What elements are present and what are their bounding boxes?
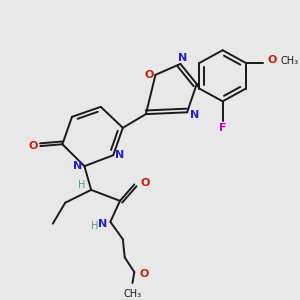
Text: H: H — [91, 221, 99, 231]
Text: O: O — [29, 141, 38, 151]
Text: N: N — [115, 150, 124, 160]
Text: N: N — [98, 219, 107, 229]
Text: CH₃: CH₃ — [280, 56, 298, 66]
Text: N: N — [190, 110, 200, 120]
Text: O: O — [140, 178, 149, 188]
Text: O: O — [268, 55, 277, 65]
Text: O: O — [144, 70, 153, 80]
Text: N: N — [73, 161, 83, 171]
Text: O: O — [139, 269, 148, 279]
Text: F: F — [219, 123, 226, 133]
Text: H: H — [78, 180, 85, 190]
Text: CH₃: CH₃ — [123, 290, 142, 299]
Text: N: N — [178, 52, 187, 62]
